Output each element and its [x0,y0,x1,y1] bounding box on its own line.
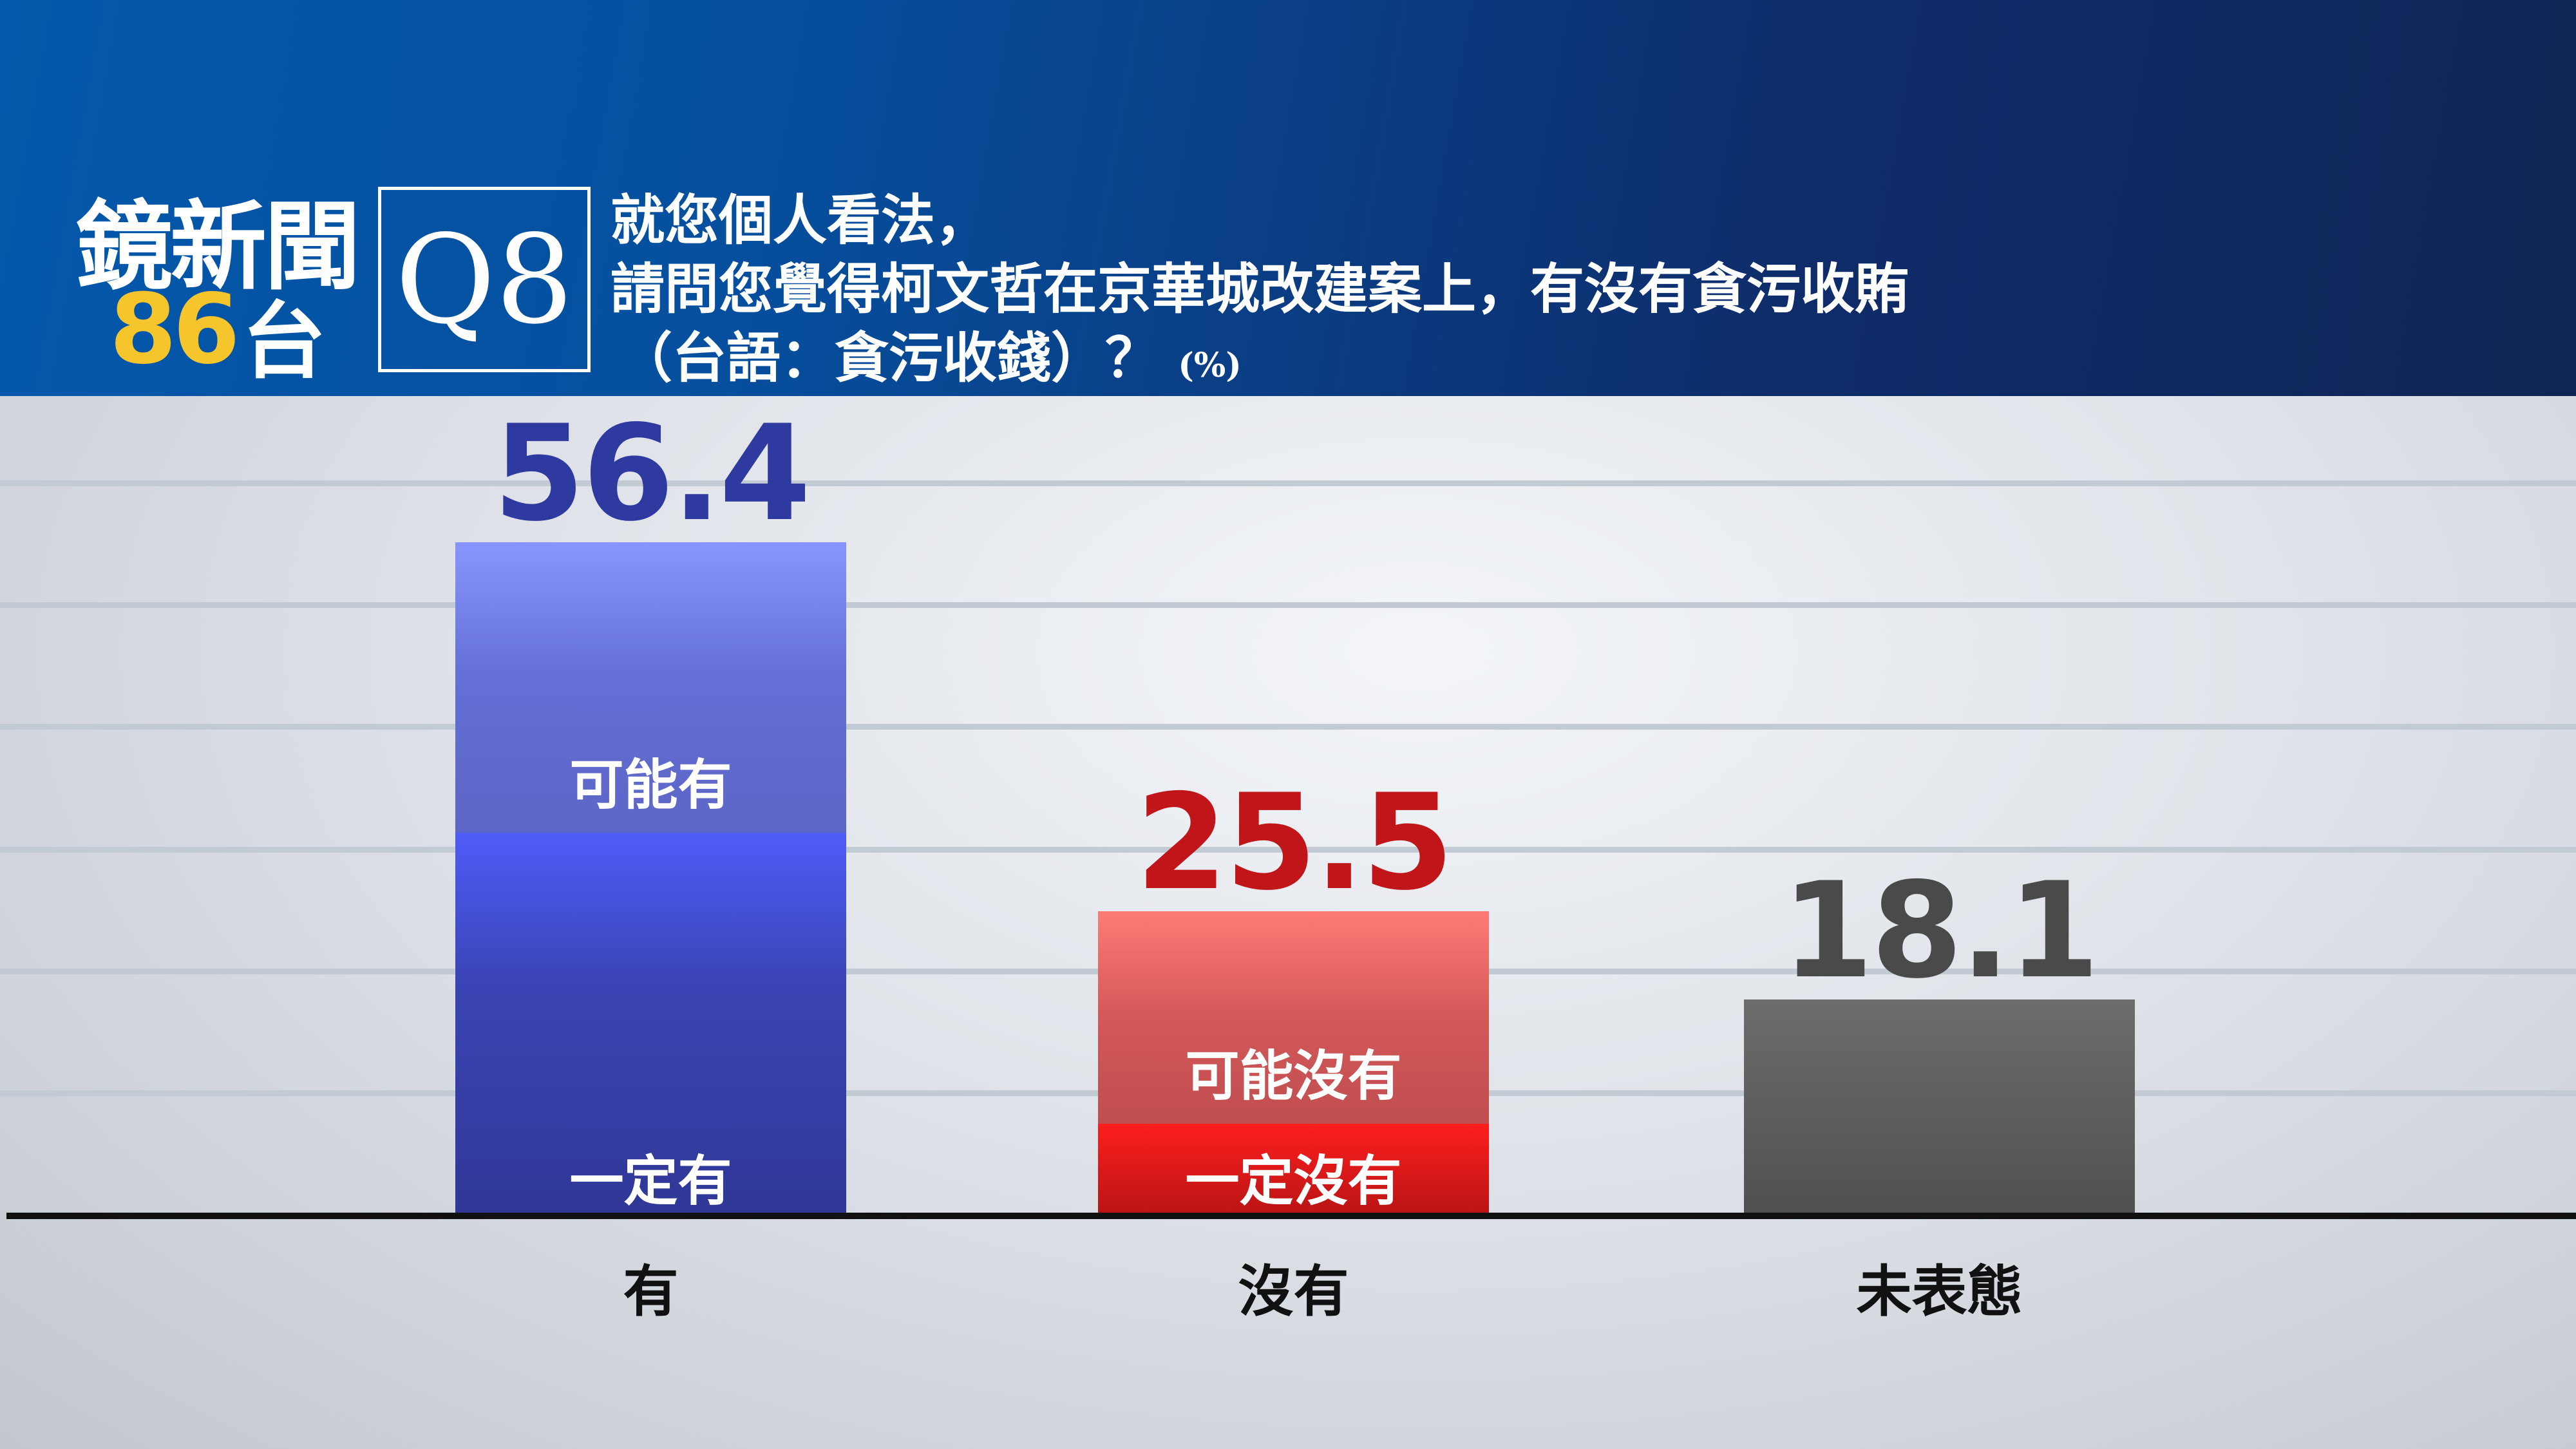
bar-2 [1744,999,2135,1216]
segment-label: 可能沒有 [1185,1045,1402,1108]
question-line-1: 就您個人看法， [611,188,990,252]
gridline [0,602,2576,608]
x-axis-baseline [6,1213,2576,1219]
gridline [0,724,2576,730]
logo-number: 86 [109,274,240,386]
logo-suffix: 台 [242,292,327,390]
gridline [0,847,2576,853]
gridline [0,480,2576,486]
bar-segment [1744,999,2135,1216]
category-label: 有 [623,1260,679,1324]
question-line-3: （台語：貪污收錢）？ (%) [618,315,1242,393]
bar-segment: 可能沒有 [1098,911,1489,1124]
bar-segment: 可能有 [455,542,846,833]
segment-label: 可能有 [569,753,732,817]
unit-label: (%) [1178,346,1242,385]
segment-label: 一定沒有 [1185,1149,1402,1213]
question-number: Q8 [378,187,591,372]
bar-1: 一定沒有 可能沒有 [1098,911,1489,1216]
value-label: 56.4 [493,397,811,551]
bar-segment: 一定沒有 [1098,1124,1489,1216]
category-label: 沒有 [1238,1260,1349,1324]
question-line-3-text: （台語：貪污收錢）？ [618,326,1160,390]
question-line-2: 請問您覺得柯文哲在京華城改建案上，有沒有貪污收賄 [611,257,1909,321]
value-label: 18.1 [1781,855,2100,1009]
header: 鏡新聞 86 台 Q8 就您個人看法， 請問您覺得柯文哲在京華城改建案上，有沒有… [0,0,2576,396]
segment-label: 一定有 [569,1149,732,1213]
category-label: 未表態 [1856,1260,2023,1324]
bar-segment: 一定有 [455,832,846,1216]
logo-text: 鏡新聞 [76,191,361,303]
value-label: 25.5 [1135,766,1454,920]
bar-0: 一定有 可能有 [455,542,846,1216]
